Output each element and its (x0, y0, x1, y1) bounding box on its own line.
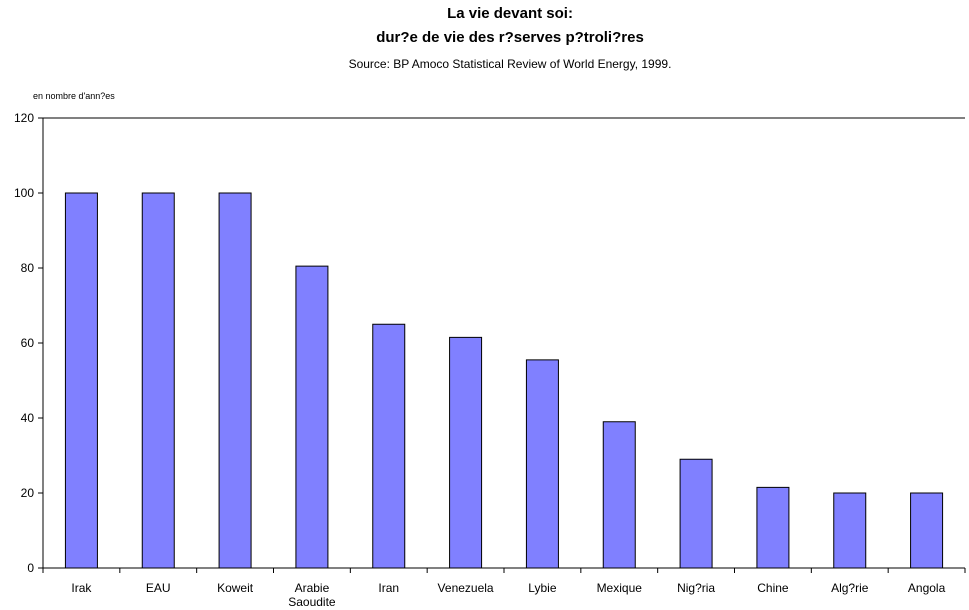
chart-subtitle: Source: BP Amoco Statistical Review of W… (349, 57, 672, 71)
x-tick-label: EAU (146, 581, 171, 595)
bar (833, 492, 867, 569)
y-tick-label: 40 (21, 411, 35, 425)
y-tick-label: 80 (21, 261, 35, 275)
x-tick-label: Iran (378, 581, 399, 595)
x-tick-label: Mexique (597, 581, 643, 595)
bar (295, 265, 329, 569)
x-tick-label: Arabie Saoudite (288, 581, 336, 609)
x-tick-label: Chine (757, 581, 789, 595)
bar (218, 192, 252, 569)
bar (525, 359, 559, 569)
bar (372, 323, 406, 569)
bar (756, 486, 790, 569)
y-tick-label: 20 (21, 486, 35, 500)
x-tick-label: Alg?rie (831, 581, 869, 595)
bar (679, 458, 713, 569)
x-tick-label: Nig?ria (677, 581, 715, 595)
bar (602, 421, 636, 569)
bar (449, 336, 483, 569)
x-axis-labels: Irak EAU Koweit Arabie Saoudite Iran Venezuela… (42, 568, 966, 609)
bar (910, 492, 944, 569)
y-tick-label: 0 (27, 561, 34, 575)
x-tick-label: Koweit (217, 581, 254, 595)
bar (64, 192, 98, 569)
x-tick-label: Lybie (528, 581, 557, 595)
bars-group (64, 192, 944, 569)
x-tick-label: Venezuela (438, 581, 494, 595)
y-tick-label: 60 (21, 336, 35, 350)
bar (141, 192, 175, 569)
chart-title-line-1: La vie devant soi: (447, 5, 573, 22)
y-tick-label: 120 (14, 111, 34, 125)
x-tick-label: Irak (71, 581, 92, 595)
y-axis-ticks: 0 20 40 60 80 100 120 (14, 111, 43, 575)
y-tick-label: 100 (14, 186, 34, 200)
chart-title: La vie devant soi: dur?e de vie des r?se… (376, 5, 644, 46)
y-axis-unit-label: en nombre d'ann?es (33, 91, 115, 101)
x-tick-label: Angola (908, 581, 946, 595)
chart-title-line-2: dur?e de vie des r?serves p?troli?res (376, 29, 644, 46)
